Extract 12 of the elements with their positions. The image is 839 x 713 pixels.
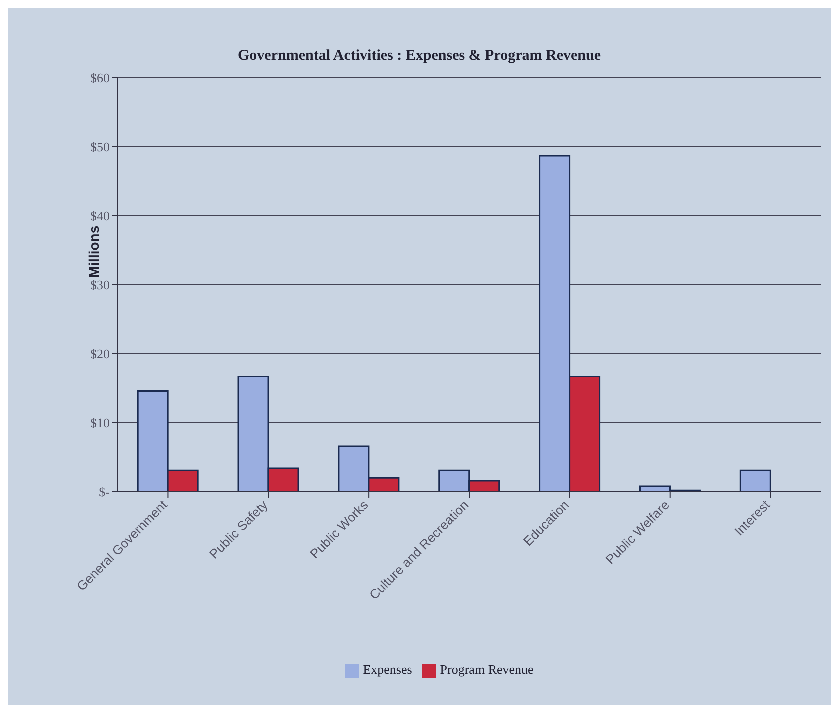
y-tick-label: $40 [90,208,110,224]
bar [740,470,772,492]
y-axis-title: Millions [86,226,102,278]
y-tick-label: $10 [90,416,110,431]
y-tick-label: $60 [90,70,110,86]
y-tick-label: $50 [90,140,110,155]
y-tick-label: $20 [90,346,110,362]
y-tick-label: $30 [90,278,110,293]
legend-label: Program Revenue [440,662,534,677]
legend-label: Expenses [363,662,412,677]
y-tick-label: $- [99,484,110,500]
chart-title: Governmental Activities : Expenses & Program Revenue [237,48,602,65]
